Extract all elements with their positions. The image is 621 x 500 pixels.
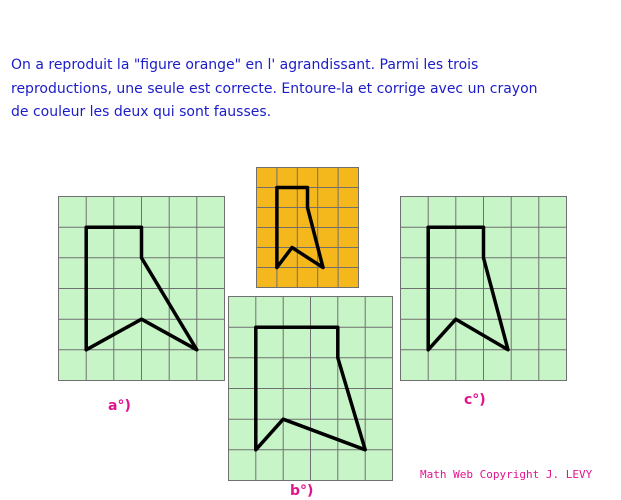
figure-a — [58, 196, 225, 381]
figure-b-shape-outline — [254, 325, 367, 452]
figure-a-label: a°) — [108, 398, 131, 414]
figure-a-shape-outline — [84, 225, 199, 352]
figure-b-label: b°) — [290, 483, 314, 499]
instructions-text: On a reproduit la "figure orange" en l' … — [11, 54, 611, 125]
instructions-line-2: reproductions, une seule est correcte. E… — [11, 80, 538, 97]
orange-shape-outline — [275, 185, 325, 270]
orange-figure — [256, 167, 359, 288]
copyright-text: Math Web Copyright J. LEVY — [420, 468, 593, 481]
figure-c-label: c°) — [464, 392, 486, 408]
instructions-line-3: de couleur les deux qui sont fausses. — [11, 104, 272, 120]
figure-c — [400, 196, 567, 381]
figure-c-shape-outline — [426, 225, 510, 352]
figure-b — [228, 296, 393, 481]
instructions-line-1: On a reproduit la "figure orange" en l' … — [11, 57, 479, 73]
